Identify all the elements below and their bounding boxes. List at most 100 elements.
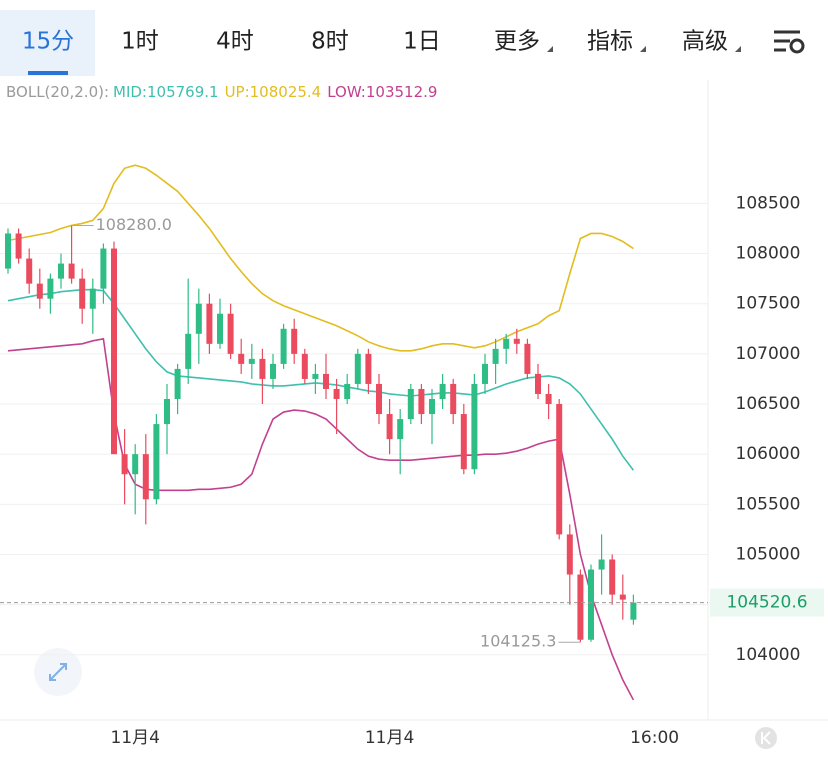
x-tick-label: 11月4 [365, 728, 414, 748]
indicator-legend: BOLL(20,2.0): MID:105769.1 UP:108025.4 LOW:… [6, 83, 437, 101]
x-tick-label: 16:00 [630, 728, 679, 748]
candle-body [630, 602, 637, 620]
candle-body [439, 383, 446, 399]
tab[interactable]: 8时 [311, 29, 349, 55]
tab[interactable]: 1日 [403, 29, 441, 55]
candle-body [68, 263, 75, 279]
candle-body [312, 373, 319, 379]
candle-body [450, 383, 457, 415]
candle-body [259, 358, 266, 379]
candle-body [89, 288, 96, 309]
active-tab-bg [0, 10, 95, 76]
candle-body [248, 358, 255, 364]
candle-body [333, 388, 340, 399]
candle-body [26, 258, 33, 284]
y-tick-label: 107500 [736, 294, 801, 314]
high-label: 108280.0 [96, 215, 172, 234]
candle-body [577, 574, 584, 640]
expand-icon[interactable] [34, 648, 82, 696]
candle-body [206, 303, 213, 344]
legend-entry: UP:108025.4 [225, 83, 322, 101]
candle-body [121, 454, 128, 475]
candle-body [142, 454, 149, 500]
candle-body [513, 338, 520, 344]
candle-body [238, 353, 245, 364]
dropdown-caret [640, 46, 646, 52]
candle-body [323, 373, 329, 389]
candle-body [132, 454, 139, 475]
candle-body [418, 388, 425, 415]
candle-body [5, 233, 11, 269]
y-tick-label: 108000 [736, 244, 801, 264]
candle-body [227, 313, 234, 354]
settings-icon[interactable] [774, 30, 805, 54]
candle-body [174, 368, 181, 399]
candle-body [79, 278, 86, 309]
tab[interactable]: 1时 [121, 29, 159, 55]
candle-body [545, 393, 552, 405]
candle-body [47, 278, 54, 299]
candle-body [36, 283, 43, 299]
candle-body [609, 559, 616, 595]
candle-body [598, 559, 605, 570]
candle-body [164, 398, 170, 425]
x-tick-label: 11月4 [110, 728, 159, 748]
candle-body [503, 338, 510, 349]
indicator-label: BOLL(20,2.0): [6, 83, 109, 101]
y-tick-label: 107000 [736, 344, 801, 364]
candle-body [270, 363, 276, 379]
candle-body [217, 313, 223, 344]
active-tab-underline [28, 71, 68, 75]
candle-body [386, 414, 393, 440]
legend-entry: LOW:103512.9 [327, 83, 437, 101]
tab[interactable]: 更多 [494, 29, 540, 55]
candle-body [111, 248, 117, 455]
y-tick-label: 106500 [736, 394, 801, 414]
candle-body [153, 424, 160, 500]
bollinger-line [7, 164, 634, 352]
y-tick-label: 106000 [736, 444, 801, 464]
candle-body [471, 383, 478, 470]
candle-body [280, 328, 287, 364]
scroll-end-icon[interactable] [755, 727, 777, 749]
candle-body [566, 534, 573, 575]
candle-body [344, 383, 351, 399]
y-tick-label: 105500 [736, 494, 801, 514]
candle-body [588, 569, 594, 640]
candle-body [429, 398, 435, 415]
candle-body [524, 343, 531, 374]
dropdown-caret [735, 46, 741, 52]
candle-body [195, 303, 202, 334]
tab[interactable]: 4时 [216, 29, 254, 55]
candle-body [100, 248, 107, 289]
candle-body [354, 353, 361, 384]
candle-body [407, 388, 414, 420]
candle-body [291, 328, 298, 354]
y-tick-label: 105000 [736, 544, 801, 564]
candle-body [58, 263, 64, 279]
candle-body [301, 353, 308, 379]
y-tick-label: 108500 [736, 193, 801, 213]
candle-body [376, 383, 382, 415]
last-price-box [710, 588, 824, 617]
candle-body [482, 363, 488, 384]
legend-entry: MID:105769.1 [113, 83, 219, 101]
candle-body [460, 414, 467, 470]
dropdown-caret [547, 46, 553, 52]
tab[interactable]: 高级 [682, 29, 728, 55]
candle-body [185, 333, 192, 369]
y-tick-label: 104000 [736, 645, 801, 665]
candle-body [619, 594, 626, 600]
candle-body [365, 353, 372, 384]
tab[interactable]: 指标 [587, 29, 633, 55]
candle-body [15, 233, 22, 259]
candle-body [556, 404, 563, 535]
candle-body [535, 373, 541, 394]
last-price-label: 104520.6 [726, 593, 807, 613]
low-label: 104125.3 [480, 632, 556, 651]
candle-body [492, 348, 499, 364]
candle-body [397, 419, 404, 440]
tab[interactable]: 15分 [22, 29, 74, 55]
